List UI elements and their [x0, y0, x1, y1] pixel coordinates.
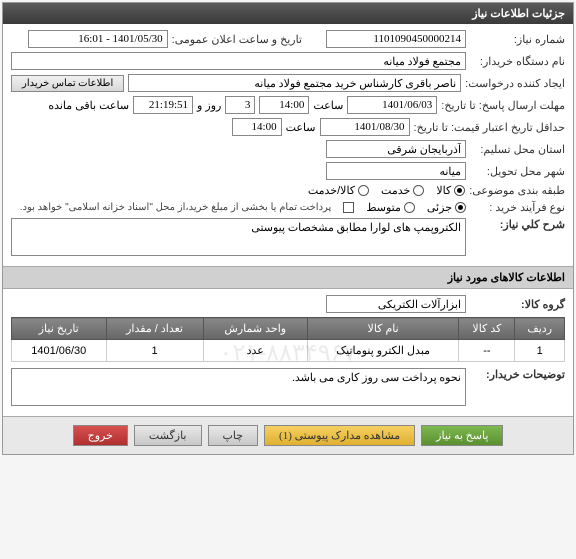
th-name: نام کالا: [307, 318, 459, 340]
province-input[interactable]: [326, 140, 466, 158]
cat-goods-service-radio[interactable]: کالا/خدمت: [308, 184, 369, 197]
notes-label: توضیحات خریدار:: [470, 368, 565, 381]
cat-goods-radio[interactable]: کالا: [436, 184, 465, 197]
radio-icon: [413, 185, 424, 196]
category-label: طبقه بندی موضوعی:: [469, 184, 565, 197]
button-bar: پاسخ به نیاز مشاهده مدارک پیوستی (1) چاپ…: [3, 416, 573, 454]
buyer-org-input[interactable]: [11, 52, 466, 70]
proc-partial-radio[interactable]: جزئی: [427, 201, 466, 214]
form-section: شماره نیاز: تاریخ و ساعت اعلان عمومی: نا…: [3, 24, 573, 266]
radio-icon: [404, 202, 415, 213]
announce-date-label: تاریخ و ساعت اعلان عمومی:: [172, 33, 302, 46]
time-label-1: ساعت: [313, 99, 343, 112]
exit-button[interactable]: خروج: [73, 425, 128, 446]
deadline-label: مهلت ارسال پاسخ: تا تاریخ:: [441, 99, 565, 112]
cat-service-radio[interactable]: خدمت: [381, 184, 424, 197]
requester-label: ایجاد کننده درخواست:: [465, 77, 565, 90]
buyer-org-label: نام دستگاه خریدار:: [470, 55, 565, 68]
th-qty: تعداد / مقدار: [106, 318, 203, 340]
respond-button[interactable]: پاسخ به نیاز: [421, 425, 503, 446]
remaining-time-input[interactable]: [133, 96, 193, 114]
days-count-input[interactable]: [225, 96, 255, 114]
desc-label: شرح کلي نياز:: [470, 218, 565, 231]
goods-section-header: اطلاعات کالاهای مورد نیاز: [3, 266, 573, 289]
proc-medium-radio[interactable]: متوسط: [366, 201, 415, 214]
process-label: نوع فرآیند خرید :: [470, 201, 565, 214]
back-button[interactable]: بازگشت: [134, 425, 202, 446]
attachments-button[interactable]: مشاهده مدارک پیوستی (1): [264, 425, 415, 446]
payment-checkbox[interactable]: [343, 202, 354, 213]
notes-textarea[interactable]: نحوه پرداخت سی روز کاری می باشد.: [11, 368, 466, 406]
main-panel: جزئیات اطلاعات نیاز شماره نیاز: تاریخ و …: [2, 2, 574, 455]
announce-date-input[interactable]: [28, 30, 168, 48]
th-unit: واحد شمارش: [203, 318, 307, 340]
remaining-label: ساعت باقی مانده: [48, 99, 129, 112]
days-label: روز و: [197, 99, 221, 112]
validity-time-input[interactable]: [232, 118, 282, 136]
payment-note: پرداخت تمام یا بخشی از مبلغ خرید،از محل …: [20, 202, 332, 213]
province-label: استان محل تسلیم:: [470, 143, 565, 156]
city-label: شهر محل تحویل:: [470, 165, 565, 178]
city-input[interactable]: [326, 162, 466, 180]
request-no-label: شماره نیاز:: [470, 33, 565, 46]
deadline-date-input[interactable]: [347, 96, 437, 114]
process-radio-group: جزئی متوسط پرداخت تمام یا بخشی از مبلغ خ…: [20, 201, 466, 214]
contact-button[interactable]: اطلاعات تماس خریدار: [11, 75, 124, 92]
th-date: تاریخ نیاز: [12, 318, 107, 340]
panel-title: جزئیات اطلاعات نیاز: [3, 3, 573, 24]
goods-table: ردیف کد کالا نام کالا واحد شمارش تعداد /…: [11, 317, 565, 362]
goods-group-input[interactable]: [326, 295, 466, 313]
request-no-input[interactable]: [326, 30, 466, 48]
radio-icon: [455, 202, 466, 213]
deadline-time-input[interactable]: [259, 96, 309, 114]
requester-input[interactable]: [128, 74, 461, 92]
time-label-2: ساعت: [286, 121, 316, 134]
radio-icon: [454, 185, 465, 196]
table-row[interactable]: 1 -- مبدل الکترو پنوماتیک عدد 1 1401/06/…: [12, 340, 565, 362]
th-code: کد کالا: [459, 318, 515, 340]
th-row: ردیف: [515, 318, 565, 340]
radio-icon: [358, 185, 369, 196]
goods-group-label: گروه کالا:: [470, 298, 565, 311]
validity-label: حداقل تاریخ اعتبار قیمت: تا تاریخ:: [414, 121, 565, 134]
category-radio-group: کالا خدمت کالا/خدمت: [308, 184, 465, 197]
validity-date-input[interactable]: [320, 118, 410, 136]
print-button[interactable]: چاپ: [208, 425, 259, 446]
desc-textarea[interactable]: الکتروپمپ های لوارا مطابق مشخصات پیوستی: [11, 218, 466, 256]
